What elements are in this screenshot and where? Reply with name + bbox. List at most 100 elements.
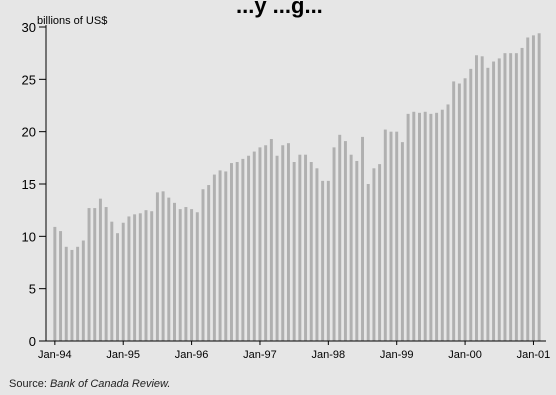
bar (241, 158, 245, 341)
source-prefix: Source: (9, 378, 50, 390)
x-tick-label: Jan-01 (517, 349, 551, 361)
bar (138, 213, 142, 341)
bar (537, 33, 541, 341)
bar (286, 143, 290, 341)
bar (98, 198, 102, 341)
bar (230, 163, 233, 341)
x-tick-label: Jan-00 (448, 349, 482, 361)
bar (332, 147, 336, 341)
bar (531, 35, 535, 342)
bar (497, 58, 501, 342)
bar (178, 209, 182, 341)
bar (161, 191, 165, 341)
y-tick-label: 0 (29, 334, 36, 349)
chart-svg: ...y ...g... billions of US$ 0 5 10 15 20 25 3… (22, 0, 551, 361)
bar (258, 147, 262, 341)
y-tick-label: 30 (22, 20, 36, 35)
source-publication: Bank of Canada Review. (49, 378, 171, 390)
bar (155, 192, 159, 341)
bar (355, 160, 359, 341)
bar (492, 61, 496, 341)
bar (338, 134, 342, 341)
bar (167, 197, 171, 341)
bar (184, 207, 188, 341)
bar (133, 214, 137, 341)
bar (298, 154, 302, 341)
bar (418, 112, 421, 341)
y-tick-label: 25 (22, 72, 36, 87)
source-note: Source: Bank of Canada Review. (9, 378, 170, 390)
bar (526, 37, 530, 341)
bar (59, 231, 63, 341)
bar (366, 184, 370, 341)
bar (452, 81, 456, 342)
bar (435, 112, 439, 341)
bar (76, 246, 80, 341)
y-axis-label: billions of US$ (37, 15, 107, 27)
bar (127, 216, 131, 341)
bar (269, 138, 273, 341)
bar (480, 56, 484, 342)
bar (275, 155, 279, 341)
bar (446, 104, 450, 341)
bar (87, 208, 91, 341)
bar (412, 111, 416, 341)
bar (53, 226, 57, 341)
bar (457, 83, 461, 342)
bar (475, 55, 478, 341)
y-tick-label: 5 (29, 282, 36, 297)
bar (389, 131, 393, 341)
bar (486, 67, 490, 341)
bar (116, 233, 119, 341)
bar (207, 185, 211, 341)
bar (64, 246, 68, 341)
bar (201, 189, 205, 341)
bar (304, 154, 308, 341)
bar (440, 109, 444, 341)
bar (361, 136, 364, 341)
bar (406, 113, 410, 342)
bar (190, 209, 194, 341)
y-tick-label: 20 (22, 125, 36, 140)
bar (463, 78, 467, 341)
bar (383, 129, 387, 341)
x-tick-label: Jan-94 (38, 349, 72, 361)
bar (400, 142, 404, 341)
bar (247, 155, 251, 341)
bar (372, 168, 376, 341)
bar (218, 170, 222, 341)
bar (349, 154, 353, 341)
bar (235, 162, 239, 341)
bar (423, 111, 427, 341)
plot-area: 0 5 10 15 20 25 30 Jan-94 Jan-95 Jan-96 Jan-97 Jan-… (22, 20, 551, 361)
x-tick-label: Jan-99 (380, 349, 414, 361)
bar (309, 162, 313, 341)
bar (326, 180, 330, 341)
bar (110, 221, 114, 341)
bar (264, 145, 268, 341)
bar (469, 68, 473, 342)
bar (429, 113, 433, 342)
y-tick-label: 15 (22, 177, 36, 192)
bar (509, 53, 513, 342)
chart-title-fragment: ...y ...g... (236, 0, 323, 18)
bar (121, 222, 125, 341)
chart-title-area: ...y ...g... (236, 0, 323, 18)
bar (252, 151, 256, 341)
bar (281, 145, 285, 341)
x-tick-label: Jan-97 (243, 349, 277, 361)
bar (81, 240, 85, 341)
x-tick-label: Jan-96 (175, 349, 209, 361)
bar (104, 207, 108, 341)
x-tick-label: Jan-98 (312, 349, 346, 361)
bar (195, 212, 199, 341)
bar (150, 211, 154, 341)
bar (343, 141, 347, 341)
bar (93, 208, 97, 341)
bar (321, 180, 325, 341)
bar (514, 53, 518, 342)
y-tick-label: 10 (22, 229, 36, 244)
bar (395, 131, 399, 341)
x-tick-label: Jan-95 (106, 349, 140, 361)
